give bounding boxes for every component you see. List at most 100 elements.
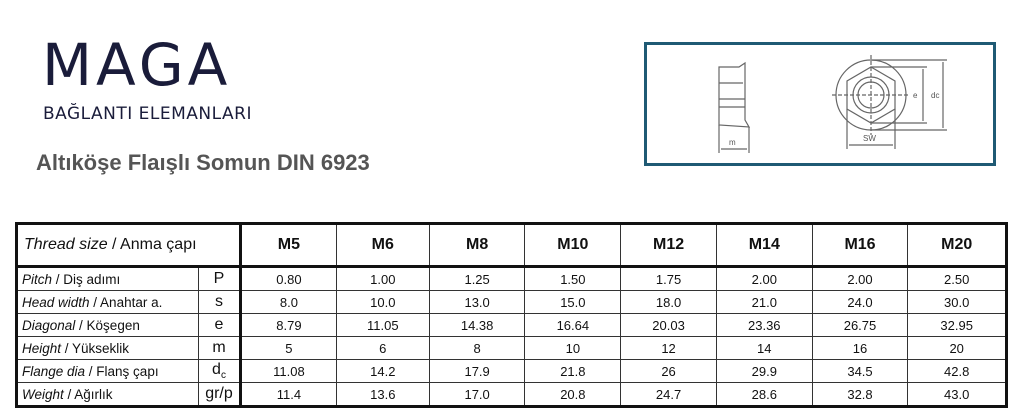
row-label-tr: / Diş adımı bbox=[52, 271, 121, 287]
table-cell: 26.75 bbox=[811, 313, 909, 337]
row-symbol: dc bbox=[198, 359, 242, 383]
table-cell: 16.64 bbox=[524, 313, 622, 337]
table-cell: 30.0 bbox=[907, 290, 1007, 314]
table-cell: 12 bbox=[620, 336, 717, 360]
table-cell: 17.9 bbox=[428, 359, 526, 383]
table-cell: 1.75 bbox=[620, 266, 717, 291]
row-label: Diagonal / Köşegen bbox=[16, 313, 199, 337]
table-cell: 8 bbox=[428, 336, 526, 360]
row-label-tr: / Anahtar a. bbox=[89, 294, 163, 310]
row-label-en: Height bbox=[22, 340, 62, 356]
row-label: Pitch / Diş adımı bbox=[16, 266, 199, 291]
table-cell: 20.03 bbox=[620, 313, 717, 337]
table-cell: 16 bbox=[811, 336, 909, 360]
table-cell: 13.6 bbox=[335, 382, 430, 407]
table-cell: 32.8 bbox=[811, 382, 909, 407]
row-symbol: e bbox=[198, 313, 242, 337]
table-row: Flange dia / Flanş çapı dc 11.08 14.2 17.9 21… bbox=[16, 359, 1007, 383]
table-cell: 13.0 bbox=[428, 290, 526, 314]
row-symbol: gr/p bbox=[198, 382, 242, 407]
table-cell: 34.5 bbox=[811, 359, 909, 383]
table-cell: 8.0 bbox=[240, 290, 337, 314]
size-header: M16 bbox=[811, 223, 909, 268]
table-cell: 8.79 bbox=[240, 313, 337, 337]
label-e: e bbox=[913, 91, 918, 100]
table-cell: 20 bbox=[907, 336, 1007, 360]
table-cell: 2.00 bbox=[715, 266, 813, 291]
table-row: Head width / Anahtar a. s 8.0 10.0 13.0 15.0 1… bbox=[16, 290, 1007, 314]
flange-nut-drawing: m SW e dc bbox=[718, 55, 947, 153]
table-cell: 24.0 bbox=[811, 290, 909, 314]
table-header-row: Thread size / Anma çapı M5 M6 M8 M10 M12 M14 M… bbox=[16, 223, 1007, 268]
table-cell: 26 bbox=[620, 359, 717, 383]
size-header: M20 bbox=[907, 223, 1007, 268]
header-label-en: Thread size bbox=[24, 236, 108, 253]
table-cell: 2.00 bbox=[811, 266, 909, 291]
row-label-en: Head width bbox=[22, 294, 90, 310]
row-label-en: Diagonal bbox=[22, 317, 76, 333]
table-cell: 10 bbox=[524, 336, 622, 360]
table-cell: 15.0 bbox=[524, 290, 622, 314]
table-row: Weight / Ağırlık gr/p 11.4 13.6 17.0 20.8 24.7… bbox=[16, 382, 1007, 407]
table-cell: 1.00 bbox=[335, 266, 430, 291]
table-cell: 21.8 bbox=[524, 359, 622, 383]
row-label: Weight / Ağırlık bbox=[16, 382, 199, 407]
table-row: Pitch / Diş adımı P 0.80 1.00 1.25 1.50 1.75 2.… bbox=[16, 266, 1007, 291]
table-cell: 32.95 bbox=[907, 313, 1007, 337]
header-label: Thread size / Anma çapı bbox=[16, 223, 242, 268]
row-label-tr: / Yükseklik bbox=[61, 340, 130, 356]
row-label-tr: / Ağırlık bbox=[63, 386, 113, 402]
table-cell: 1.25 bbox=[428, 266, 526, 291]
size-header: M8 bbox=[428, 223, 526, 268]
table-cell: 14 bbox=[715, 336, 813, 360]
table-cell: 11.05 bbox=[335, 313, 430, 337]
table-cell: 5 bbox=[240, 336, 337, 360]
table-cell: 20.8 bbox=[524, 382, 622, 407]
table-cell: 29.9 bbox=[715, 359, 813, 383]
row-label-en: Flange dia bbox=[22, 363, 86, 379]
label-m: m bbox=[729, 138, 736, 147]
table-cell: 0.80 bbox=[240, 266, 337, 291]
row-label-en: Pitch bbox=[22, 271, 53, 287]
row-label-tr: / Köşegen bbox=[75, 317, 140, 333]
table-cell: 17.0 bbox=[428, 382, 526, 407]
size-header: M10 bbox=[524, 223, 622, 268]
label-sw: SW bbox=[863, 134, 876, 143]
header-label-tr: / Anma çapı bbox=[107, 236, 197, 253]
table-cell: 21.0 bbox=[715, 290, 813, 314]
table-cell: 43.0 bbox=[907, 382, 1007, 407]
brand-tagline: BAĞLANTI ELEMANLARI bbox=[43, 104, 252, 124]
row-label: Head width / Anahtar a. bbox=[16, 290, 199, 314]
size-header: M5 bbox=[240, 223, 337, 268]
table-cell: 11.4 bbox=[240, 382, 337, 407]
spec-table: Thread size / Anma çapı M5 M6 M8 M10 M12 M14 M… bbox=[15, 222, 1008, 408]
size-header: M14 bbox=[715, 223, 813, 268]
table-row: Height / Yükseklik m 5 6 8 10 12 14 16 20 bbox=[16, 336, 1007, 360]
table-cell: 23.36 bbox=[715, 313, 813, 337]
table-cell: 24.7 bbox=[620, 382, 717, 407]
table-cell: 1.50 bbox=[524, 266, 622, 291]
size-header: M12 bbox=[620, 223, 717, 268]
row-label: Flange dia / Flanş çapı bbox=[16, 359, 199, 383]
row-label-en: Weight bbox=[22, 386, 64, 402]
table-cell: 2.50 bbox=[907, 266, 1007, 291]
table-cell: 11.08 bbox=[240, 359, 337, 383]
label-dc: dc bbox=[931, 91, 939, 100]
table-cell: 28.6 bbox=[715, 382, 813, 407]
product-title: Altıköşe Flaışlı Somun DIN 6923 bbox=[36, 150, 370, 175]
table-cell: 14.38 bbox=[428, 313, 526, 337]
table-cell: 42.8 bbox=[907, 359, 1007, 383]
table-cell: 10.0 bbox=[335, 290, 430, 314]
brand-logo: MAGA bbox=[42, 31, 232, 99]
table-row: Diagonal / Köşegen e 8.79 11.05 14.38 16.64 20… bbox=[16, 313, 1007, 337]
row-label-tr: / Flanş çapı bbox=[85, 363, 159, 379]
row-symbol: P bbox=[198, 266, 242, 291]
technical-drawing: m SW e dc bbox=[644, 42, 996, 166]
row-symbol: m bbox=[198, 336, 242, 360]
table-cell: 14.2 bbox=[335, 359, 430, 383]
row-label: Height / Yükseklik bbox=[16, 336, 199, 360]
table-cell: 18.0 bbox=[620, 290, 717, 314]
table-cell: 6 bbox=[335, 336, 430, 360]
size-header: M6 bbox=[335, 223, 430, 268]
row-symbol: s bbox=[198, 290, 242, 314]
